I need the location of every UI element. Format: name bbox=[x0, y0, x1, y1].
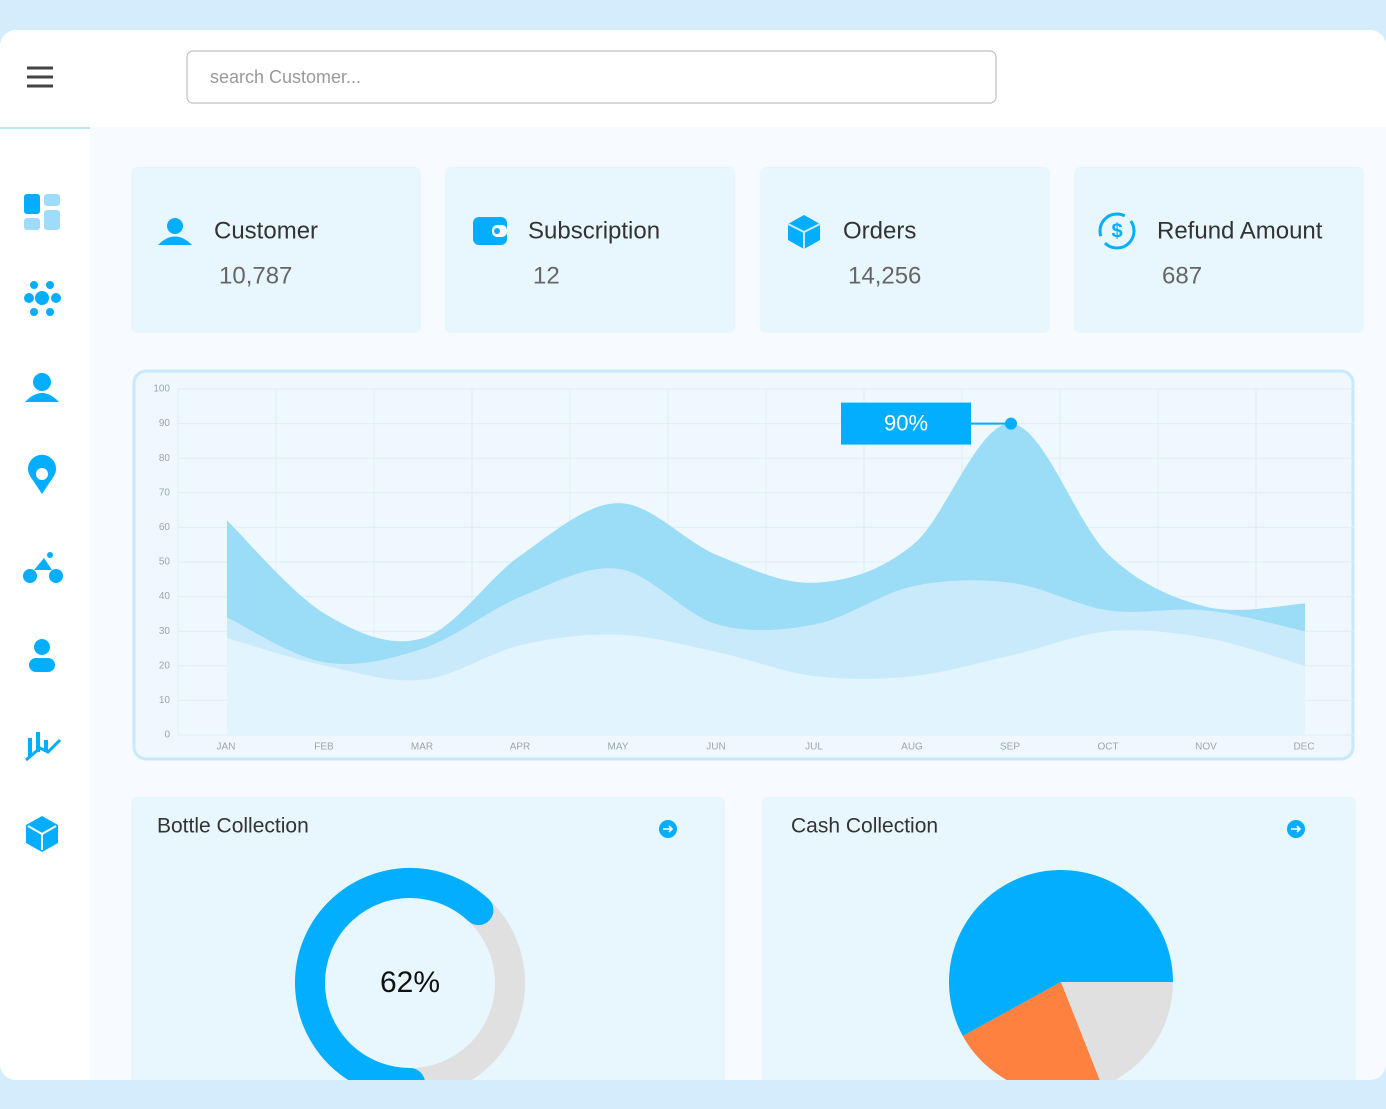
svg-text:$: $ bbox=[1111, 220, 1122, 242]
pie-slice bbox=[962, 982, 1103, 1080]
customer-icon bbox=[158, 218, 192, 245]
stat-card bbox=[760, 167, 1050, 333]
sidebar-icons bbox=[23, 194, 63, 852]
stat-icons: $ bbox=[158, 212, 1136, 250]
network-icon[interactable] bbox=[24, 281, 61, 316]
location-icon[interactable] bbox=[27, 454, 56, 494]
profile-icon[interactable] bbox=[29, 639, 55, 672]
stat-label: Refund Amount bbox=[1157, 217, 1323, 244]
menu-icon[interactable] bbox=[27, 66, 53, 88]
card-title: Cash Collection bbox=[791, 815, 938, 838]
area-chart: 0 10 20 30 40 50 60 70 80 90 100 JAN FEB MAR APR MAY JUN… bbox=[153, 384, 1354, 753]
package-icon[interactable] bbox=[26, 816, 58, 852]
stat-value: 687 bbox=[1162, 262, 1202, 289]
x-tick-label: FEB bbox=[314, 742, 334, 753]
stat-card bbox=[1074, 167, 1364, 333]
donut-chart: 62% bbox=[295, 868, 525, 1080]
y-tick-label: 20 bbox=[159, 660, 171, 671]
pie-slice bbox=[1061, 982, 1173, 1080]
annotation-box bbox=[841, 402, 971, 445]
wallet-icon bbox=[473, 217, 507, 245]
y-tick-label: 80 bbox=[159, 453, 171, 464]
y-tick-label: 40 bbox=[159, 591, 171, 602]
refund-icon: $ bbox=[1098, 212, 1136, 250]
area-series bbox=[227, 630, 1305, 735]
x-tick-label: NOV bbox=[1195, 742, 1217, 753]
stat-value: 14,256 bbox=[848, 262, 921, 289]
stat-card bbox=[131, 167, 421, 333]
cash-arrow[interactable] bbox=[1287, 820, 1305, 838]
x-tick-label: AUG bbox=[901, 742, 923, 753]
pie-slice bbox=[949, 870, 1173, 1036]
search-box[interactable] bbox=[186, 50, 997, 104]
donut-center-label: 62% bbox=[380, 966, 440, 999]
x-tick-label: OCT bbox=[1097, 742, 1118, 753]
annotation-label: 90% bbox=[884, 410, 928, 435]
annotation-point bbox=[1005, 417, 1017, 430]
x-tick-label: MAR bbox=[411, 742, 433, 753]
card-title: Bottle Collection bbox=[157, 815, 309, 838]
bottle-arrow[interactable] bbox=[659, 820, 677, 838]
delivery-icon[interactable] bbox=[23, 552, 63, 583]
stat-label: Orders bbox=[843, 217, 916, 244]
x-tick-label: JAN bbox=[217, 742, 236, 753]
y-tick-label: 30 bbox=[159, 626, 171, 637]
dashboard-icon[interactable] bbox=[24, 194, 60, 230]
x-tick-label: JUL bbox=[805, 742, 823, 753]
box-icon bbox=[787, 215, 821, 249]
donut-segment bbox=[409, 899, 525, 1080]
search-placeholder: search Customer... bbox=[210, 67, 361, 87]
bottle-card bbox=[131, 797, 725, 1080]
stat-value: 10,787 bbox=[219, 262, 292, 289]
analytics-icon[interactable] bbox=[25, 732, 62, 762]
x-tick-label: DEC bbox=[1293, 742, 1314, 753]
donut-segment bbox=[295, 868, 494, 1080]
sidebar bbox=[0, 30, 90, 1080]
stat-label: Customer bbox=[214, 217, 318, 244]
y-tick-label: 60 bbox=[159, 522, 171, 533]
stat-label: Subscription bbox=[528, 217, 660, 244]
x-tick-label: MAY bbox=[608, 742, 629, 753]
user-icon[interactable] bbox=[25, 373, 59, 402]
x-tick-label: JUN bbox=[706, 742, 725, 753]
stat-cards: Customer 10,787 Subscription 12 Orders 14,256… bbox=[131, 167, 1364, 333]
x-tick-label: APR bbox=[510, 742, 531, 753]
y-tick-label: 10 bbox=[159, 695, 171, 706]
y-tick-label: 70 bbox=[159, 487, 171, 498]
stat-card bbox=[445, 167, 735, 333]
y-tick-label: 90 bbox=[159, 418, 171, 429]
app-frame: search Customer... Customer 10,787 Subscri… bbox=[0, 30, 1386, 1080]
x-tick-label: SEP bbox=[1000, 742, 1020, 753]
y-tick-label: 100 bbox=[153, 384, 170, 395]
stat-value: 12 bbox=[533, 262, 560, 289]
y-tick-label: 50 bbox=[159, 557, 171, 568]
pie-chart bbox=[949, 870, 1173, 1080]
y-tick-label: 0 bbox=[164, 730, 170, 741]
